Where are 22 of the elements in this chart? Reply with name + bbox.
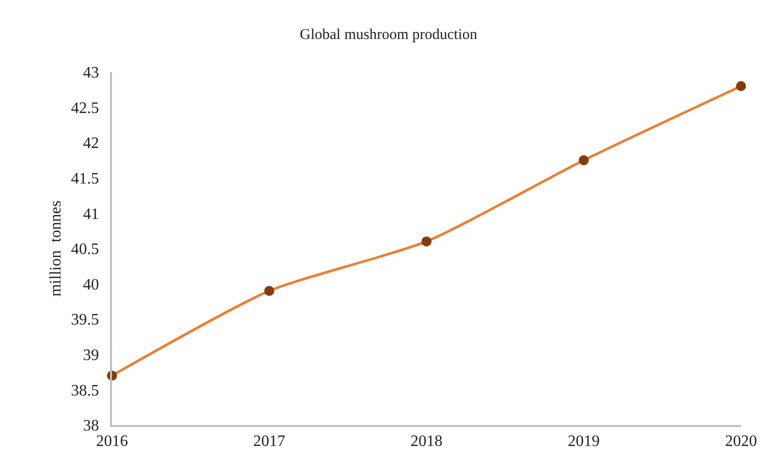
x-tick-label: 2016 bbox=[96, 432, 128, 450]
y-tick-label: 43 bbox=[83, 64, 100, 82]
y-tick-label: 42.5 bbox=[71, 100, 100, 117]
y-tick-label: 39.5 bbox=[71, 312, 100, 329]
x-tick-label: 2019 bbox=[568, 432, 600, 450]
y-tick-label: 41.5 bbox=[71, 170, 100, 188]
y-tick-label: 38 bbox=[83, 418, 100, 435]
y-tick-label: 38.5 bbox=[71, 382, 100, 400]
y-tick-label: 40 bbox=[83, 276, 100, 294]
y-tick-label: 42 bbox=[83, 135, 100, 152]
point bbox=[422, 236, 432, 246]
chart-title: Global mushroom production bbox=[300, 26, 478, 43]
point bbox=[736, 81, 746, 92]
point bbox=[578, 155, 589, 166]
x-tick-label: 2017 bbox=[253, 432, 286, 450]
y-tick-label: 39 bbox=[83, 347, 100, 364]
y-axis-title: million tonnes bbox=[47, 200, 64, 296]
y-tick-label: 41 bbox=[83, 206, 100, 223]
point bbox=[264, 286, 274, 296]
x-tick-label: 2020 bbox=[725, 432, 757, 450]
y-tick-label: 40.5 bbox=[71, 241, 100, 258]
x-tick-label: 2018 bbox=[410, 432, 442, 450]
